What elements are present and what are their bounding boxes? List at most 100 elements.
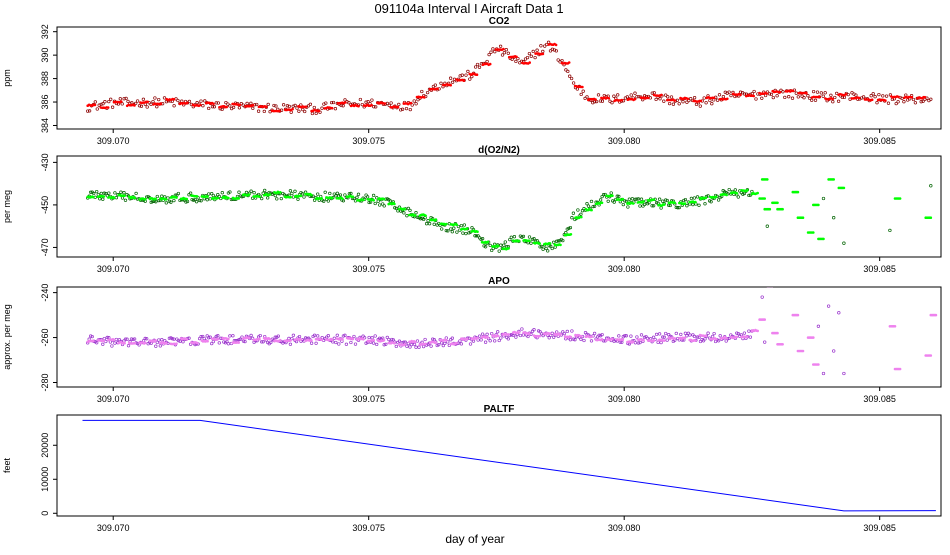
- data-point: [673, 201, 676, 205]
- data-point: [302, 195, 306, 199]
- data-point: [408, 107, 412, 112]
- data-point: [158, 344, 162, 348]
- data-point: [112, 338, 116, 342]
- data-point: [763, 340, 767, 344]
- data-point: [101, 102, 105, 106]
- data-point: [508, 237, 512, 242]
- data-point: [460, 73, 464, 77]
- panels: CO2 ppm 309.070 309.075 309.080 309.085 384 386…: [2, 16, 942, 533]
- x-tick-label: 309.070: [97, 136, 130, 146]
- data-point: [633, 91, 637, 95]
- data-point: [781, 90, 785, 94]
- data-point: [742, 331, 747, 335]
- data-point: [251, 106, 255, 110]
- data-point: [149, 102, 153, 106]
- data-point: [229, 197, 234, 202]
- data-point: [633, 197, 638, 201]
- data-point: [175, 196, 178, 199]
- data-point: [310, 193, 313, 197]
- data-point: [570, 329, 574, 333]
- data-point: [715, 98, 720, 102]
- data-point: [118, 97, 122, 101]
- data-point: [120, 102, 124, 106]
- data-point: [765, 92, 769, 95]
- data-point: [826, 304, 831, 308]
- data-point: [902, 100, 906, 104]
- data-point: [623, 199, 627, 203]
- data-point: [898, 197, 902, 200]
- data-point: [370, 103, 373, 107]
- data-point: [172, 198, 176, 203]
- data-point: [331, 340, 335, 344]
- data-point: [521, 234, 526, 239]
- data-point: [296, 197, 300, 201]
- data-point: [601, 339, 606, 343]
- data-point: [746, 335, 749, 339]
- data-point: [677, 205, 681, 210]
- data-point: [688, 333, 692, 337]
- data-point: [766, 287, 768, 288]
- data-point: [873, 95, 877, 99]
- data-point: [528, 332, 531, 335]
- data-point: [735, 192, 739, 195]
- data-point: [185, 101, 189, 105]
- data-point: [314, 341, 318, 345]
- data-point: [372, 199, 376, 202]
- data-point: [465, 227, 469, 230]
- data-point: [266, 102, 270, 107]
- data-point: [756, 191, 759, 195]
- data-point: [199, 335, 203, 339]
- data-point: [228, 190, 232, 194]
- data-point: [657, 332, 662, 336]
- data-point: [258, 337, 261, 341]
- data-point: [493, 339, 497, 343]
- data-point: [791, 89, 795, 93]
- data-point: [256, 109, 261, 113]
- data-point: [349, 340, 353, 345]
- data-point: [443, 341, 447, 346]
- data-point: [556, 58, 560, 62]
- data-point: [517, 331, 521, 334]
- data-point: [133, 196, 137, 200]
- data-point: [424, 222, 429, 226]
- data-point: [450, 80, 455, 84]
- data-point: [408, 345, 412, 349]
- data-point: [288, 189, 293, 193]
- data-point: [353, 342, 358, 346]
- data-point: [752, 89, 756, 94]
- data-point: [493, 50, 497, 54]
- data-point: [291, 333, 296, 337]
- data-point: [776, 201, 779, 205]
- data-point: [673, 337, 676, 340]
- data-point: [620, 98, 624, 102]
- data-point: [677, 102, 681, 106]
- data-point: [293, 103, 297, 108]
- data-point: [263, 188, 267, 193]
- data-point: [455, 230, 459, 234]
- data-point: [195, 101, 199, 105]
- data-point: [375, 342, 379, 347]
- data-point: [382, 198, 386, 201]
- data-point: [527, 51, 532, 56]
- data-point: [870, 98, 874, 101]
- data-point: [123, 341, 126, 345]
- data-point: [459, 223, 464, 228]
- data-point: [821, 371, 826, 376]
- data-point: [372, 338, 376, 342]
- data-point: [538, 334, 541, 338]
- data-point: [382, 343, 386, 347]
- data-point: [103, 100, 107, 104]
- data-point: [661, 199, 665, 203]
- data-point: [449, 227, 453, 231]
- data-point: [414, 345, 418, 349]
- data-point: [227, 196, 230, 200]
- data-point: [214, 101, 218, 105]
- data-point: [526, 334, 530, 339]
- data-point: [532, 328, 536, 332]
- data-marks: [86, 178, 933, 253]
- data-point: [624, 334, 628, 338]
- data-point: [225, 105, 228, 109]
- data-point: [716, 339, 721, 343]
- data-point: [356, 192, 361, 196]
- data-point: [765, 224, 769, 228]
